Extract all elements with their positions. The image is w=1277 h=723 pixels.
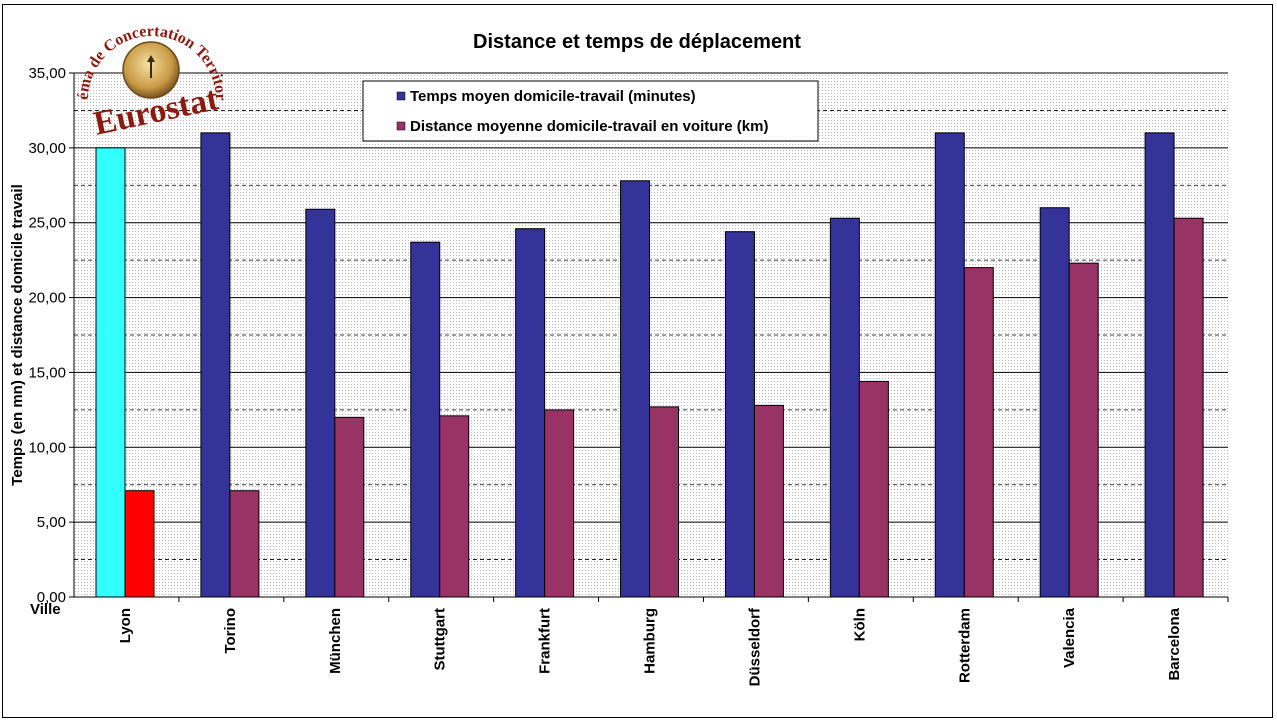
bar-distance-7	[858, 380, 889, 598]
legend-swatch-temps	[396, 91, 406, 101]
x-category-label: Frankfurt	[537, 608, 554, 674]
legend-label-temps: Temps moyen domicile-travail (minutes)	[410, 88, 696, 105]
x-category-label: München	[327, 608, 344, 674]
bar-distance-8	[963, 267, 994, 598]
bar-distance-9	[1068, 262, 1099, 598]
y-tick-label: 20,00	[28, 290, 66, 307]
x-category-label: Lyon	[117, 608, 134, 643]
bar-distance-4	[544, 409, 575, 598]
bar-temps-5	[620, 180, 651, 598]
y-tick-label: 25,00	[28, 215, 66, 232]
bar-temps-8	[934, 132, 965, 598]
x-category-label: Valencia	[1061, 607, 1078, 668]
chart-title: Distance et temps de déplacement	[473, 31, 801, 53]
bar-temps-7	[829, 217, 860, 598]
x-category-label: Köln	[851, 608, 868, 641]
legend: Temps moyen domicile-travail (minutes) D…	[362, 80, 819, 142]
y-tick-label: 0,00	[37, 589, 66, 606]
y-axis-ticks: 0,00 5,00 10,00 15,00 20,00 25,00 30,00 35,00	[28, 65, 74, 606]
y-tick-label: 15,00	[28, 364, 66, 381]
bar-distance-5	[649, 406, 680, 598]
x-category-label: Torino	[222, 608, 239, 654]
y-tick-label: 5,00	[37, 514, 66, 531]
x-category-label: Rotterdam	[956, 608, 973, 683]
bar-temps-9	[1039, 207, 1070, 598]
bar-temps-1	[200, 132, 231, 598]
x-category-label: Düsseldorf	[746, 607, 763, 686]
x-axis-categories: Lyon Torino München Stuttgart Frankfurt Hambu…	[117, 597, 1229, 686]
x-category-label: Stuttgart	[432, 608, 449, 671]
bar-temps-0	[95, 147, 126, 598]
y-tick-label: 30,00	[28, 140, 66, 157]
bar-distance-2	[334, 416, 365, 598]
x-category-label: Hamburg	[642, 608, 659, 674]
bar-distance-3	[439, 415, 470, 598]
x-category-label: Barcelona	[1166, 607, 1183, 680]
bar-distance-6	[753, 404, 784, 598]
bar-temps-6	[724, 231, 755, 598]
legend-swatch-distance	[396, 121, 406, 131]
y-axis-label: Temps (en mn) et distance domicile trava…	[9, 184, 26, 485]
bars	[95, 132, 1204, 598]
bar-temps-2	[305, 208, 336, 598]
y-tick-label: 10,00	[28, 439, 66, 456]
gridlines	[74, 72, 1228, 560]
bar-temps-4	[515, 228, 546, 598]
legend-box	[362, 80, 819, 142]
bar-distance-1	[229, 490, 260, 598]
y-tick-label: 35,00	[28, 65, 66, 82]
compass-arrow-head	[147, 55, 155, 62]
x-axis-label: Ville	[30, 601, 61, 618]
bar-distance-10	[1173, 217, 1204, 598]
bar-distance-0	[124, 490, 155, 598]
bar-temps-10	[1144, 132, 1175, 598]
legend-label-distance: Distance moyenne domicile-travail en voi…	[410, 118, 768, 135]
bar-temps-3	[410, 241, 441, 598]
